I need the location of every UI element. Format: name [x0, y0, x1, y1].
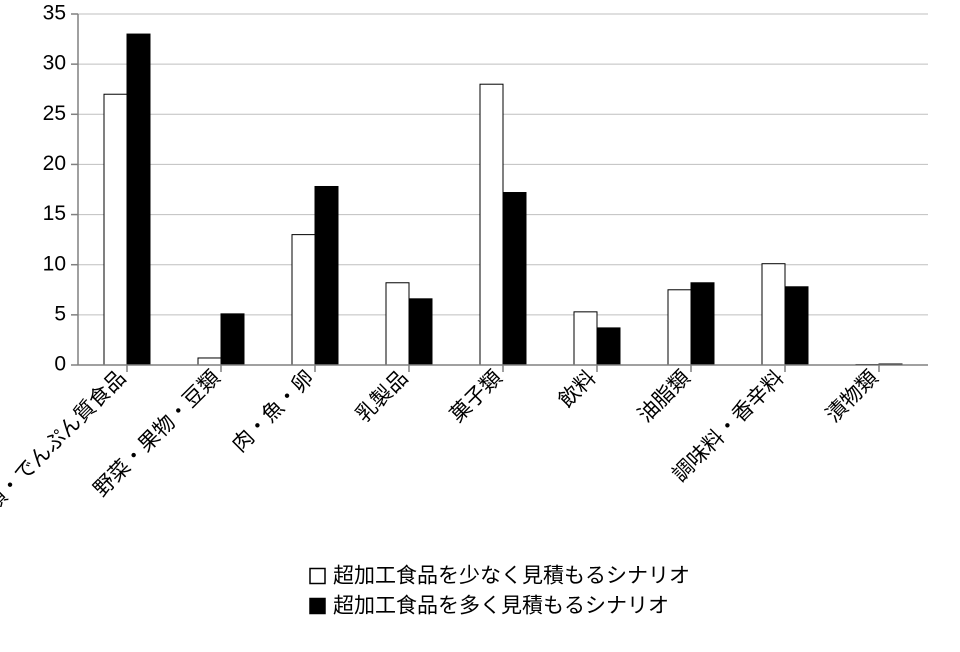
- x-tick-label: 乳製品: [352, 366, 413, 427]
- bar: [762, 264, 785, 365]
- legend-swatch: [310, 569, 325, 584]
- bar: [503, 193, 526, 365]
- legend-label: 超加工食品を多く見積もるシナリオ: [333, 595, 669, 618]
- bar: [597, 328, 620, 365]
- bar: [104, 94, 127, 365]
- bar: [668, 290, 691, 365]
- legend-label: 超加工食品を少なく見積もるシナリオ: [333, 565, 690, 588]
- bar: [127, 34, 150, 365]
- bar: [574, 312, 597, 365]
- x-tick-label: 漬物類: [822, 366, 883, 427]
- bar: [409, 299, 432, 365]
- y-tick-label: 10: [43, 252, 66, 275]
- x-tick-label: 油脂類: [634, 366, 695, 427]
- y-tick-label: 20: [43, 152, 66, 175]
- x-tick-label: 肉・魚・卵: [228, 366, 319, 457]
- y-tick-label: 15: [43, 202, 66, 225]
- legend-swatch: [310, 599, 325, 614]
- y-tick-label: 30: [43, 52, 66, 75]
- bar: [480, 84, 503, 365]
- bar-chart: 05101520253035穀類・でんぷん質食品野菜・果物・豆類肉・魚・卵乳製品…: [0, 0, 960, 652]
- x-tick-label: 飲料: [555, 366, 601, 412]
- y-tick-label: 5: [54, 302, 66, 325]
- bar: [221, 314, 244, 365]
- bar: [386, 283, 409, 365]
- y-tick-label: 25: [43, 102, 66, 125]
- bar: [785, 287, 808, 365]
- chart-svg: 05101520253035穀類・でんぷん質食品野菜・果物・豆類肉・魚・卵乳製品…: [0, 0, 960, 652]
- x-tick-label: 菓子類: [446, 366, 507, 427]
- bar: [292, 235, 315, 365]
- bar: [315, 186, 338, 365]
- y-tick-label: 35: [43, 2, 66, 25]
- bar: [198, 358, 221, 365]
- y-tick-label: 0: [54, 353, 66, 376]
- x-tick-label: 穀類・でんぷん質食品: [0, 366, 131, 531]
- bar: [691, 283, 714, 365]
